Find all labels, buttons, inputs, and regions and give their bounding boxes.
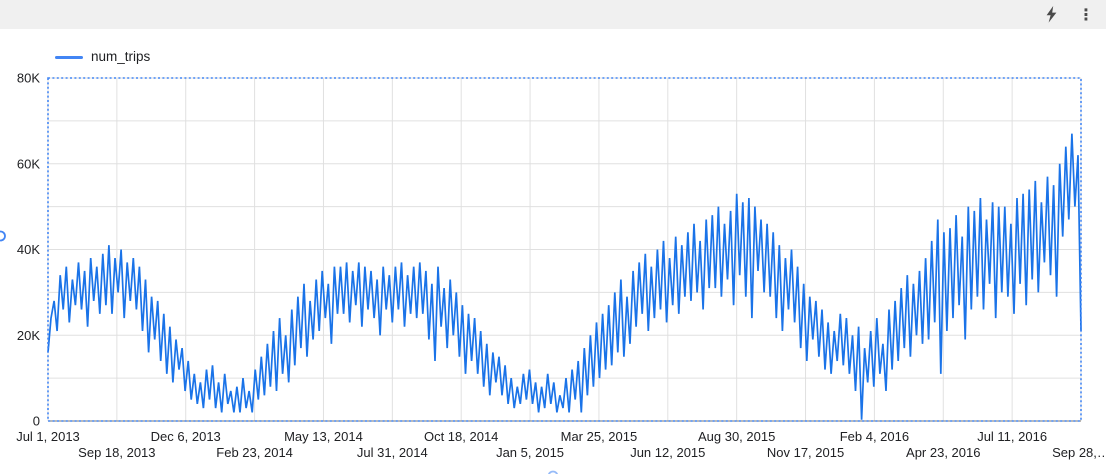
x-tick-label: Apr 23, 2016: [906, 445, 980, 460]
more-vert-icon[interactable]: ⋮: [1078, 4, 1094, 24]
x-tick-label: Sep 18, 2013: [78, 445, 155, 460]
x-tick-label: Jun 12, 2015: [630, 445, 705, 460]
legend-label: num_trips: [91, 49, 151, 64]
x-tick-label: Jul 1, 2013: [16, 429, 80, 444]
y-tick-label: 60K: [17, 156, 40, 171]
x-tick-label: Jan 5, 2015: [496, 445, 564, 460]
x-tick-label: Jul 11, 2016: [977, 429, 1047, 444]
x-tick-label: May 13, 2014: [284, 429, 363, 444]
x-tick-label: Nov 17, 2015: [767, 445, 844, 460]
x-tick-label: Sep 28,…: [1052, 445, 1106, 460]
y-tick-label: 0: [33, 414, 40, 429]
legend-line-swatch: [55, 55, 83, 59]
toolbar-actions: ⋮: [1045, 6, 1094, 23]
legend[interactable]: num_trips: [55, 49, 150, 65]
y-tick-label: 80K: [17, 71, 40, 86]
x-tick-label: Aug 30, 2015: [698, 429, 775, 444]
chart-card: num_trips 0 20K 40K 60K 80K Jul 1, 2013 Sep 18…: [0, 29, 1106, 474]
x-tick-label: Dec 6, 2013: [151, 429, 221, 444]
num-trips-line: [47, 133, 1082, 420]
x-tick-label: Feb 4, 2016: [840, 429, 909, 444]
y-tick-label: 20K: [17, 328, 40, 343]
x-tick-label: Feb 23, 2014: [216, 445, 293, 460]
resize-handle-left[interactable]: [0, 230, 6, 242]
flash-icon[interactable]: [1045, 6, 1058, 23]
x-tick-label: Jul 31, 2014: [357, 445, 428, 460]
x-tick-label: Mar 25, 2015: [561, 429, 638, 444]
y-tick-label: 40K: [17, 242, 40, 257]
x-tick-label: Oct 18, 2014: [424, 429, 498, 444]
resize-handle-bottom[interactable]: [547, 470, 559, 474]
selection-border: [47, 77, 1082, 422]
toolbar: ⋮: [0, 0, 1106, 29]
